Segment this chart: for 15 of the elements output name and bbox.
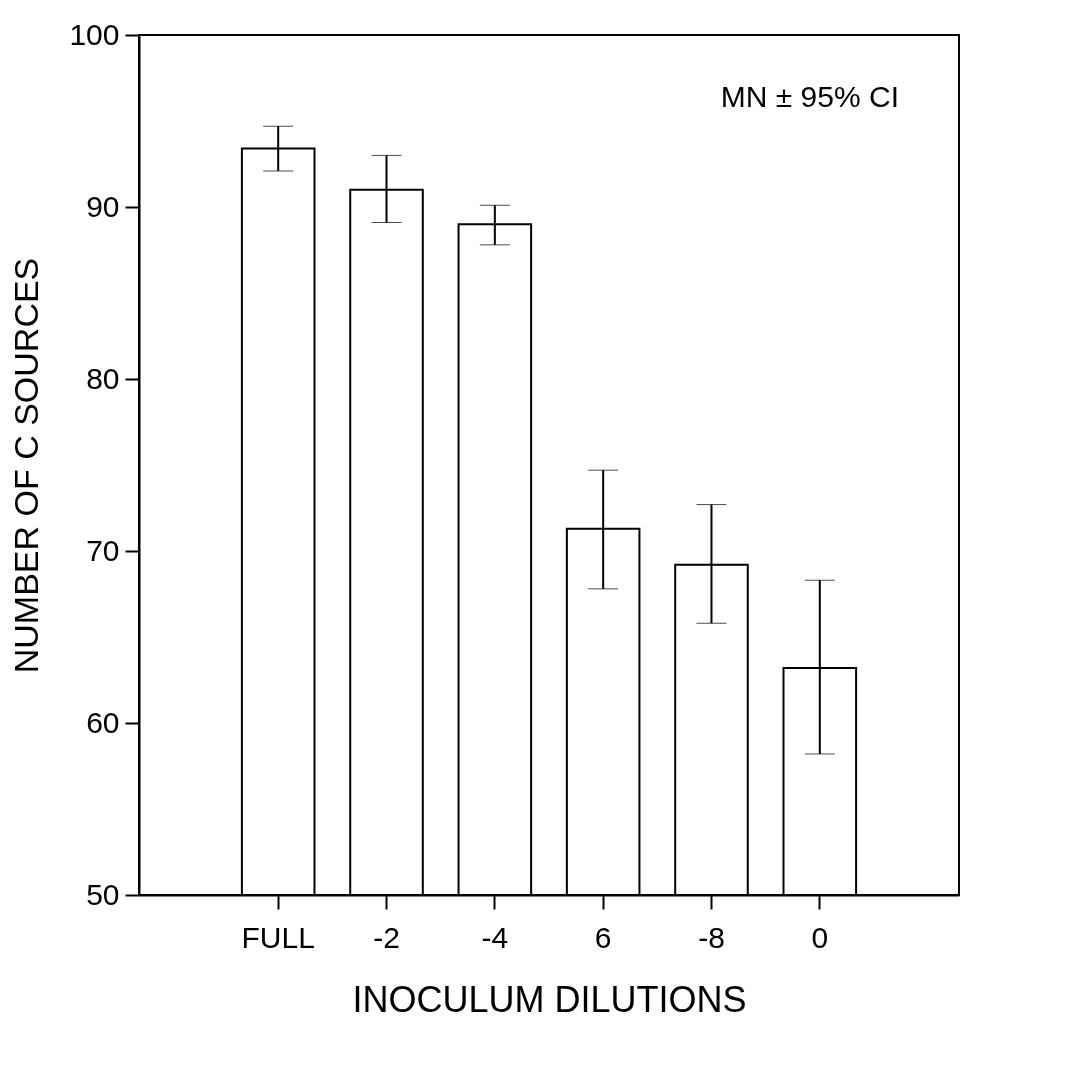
x-tick-label: FULL	[241, 920, 315, 954]
y-axis-title: NUMBER OF C SOURCES	[7, 257, 46, 674]
x-tick-label: 6	[594, 920, 612, 954]
x-tick-label: -8	[698, 920, 725, 954]
y-tick-label: 80	[86, 361, 120, 395]
y-tick-label: 50	[86, 877, 120, 911]
y-tick-label: 60	[86, 705, 120, 739]
x-axis-title: INOCULUM DILUTIONS	[352, 978, 747, 1020]
x-tick-label: -4	[481, 920, 509, 954]
y-tick-label: 100	[69, 17, 120, 51]
annotation: MN ± 95% CI	[720, 80, 899, 113]
x-tick-label: -2	[373, 920, 400, 954]
y-tick-label: 90	[86, 189, 120, 223]
y-tick-label: 70	[86, 533, 120, 567]
x-tick-label: 0	[811, 920, 829, 954]
